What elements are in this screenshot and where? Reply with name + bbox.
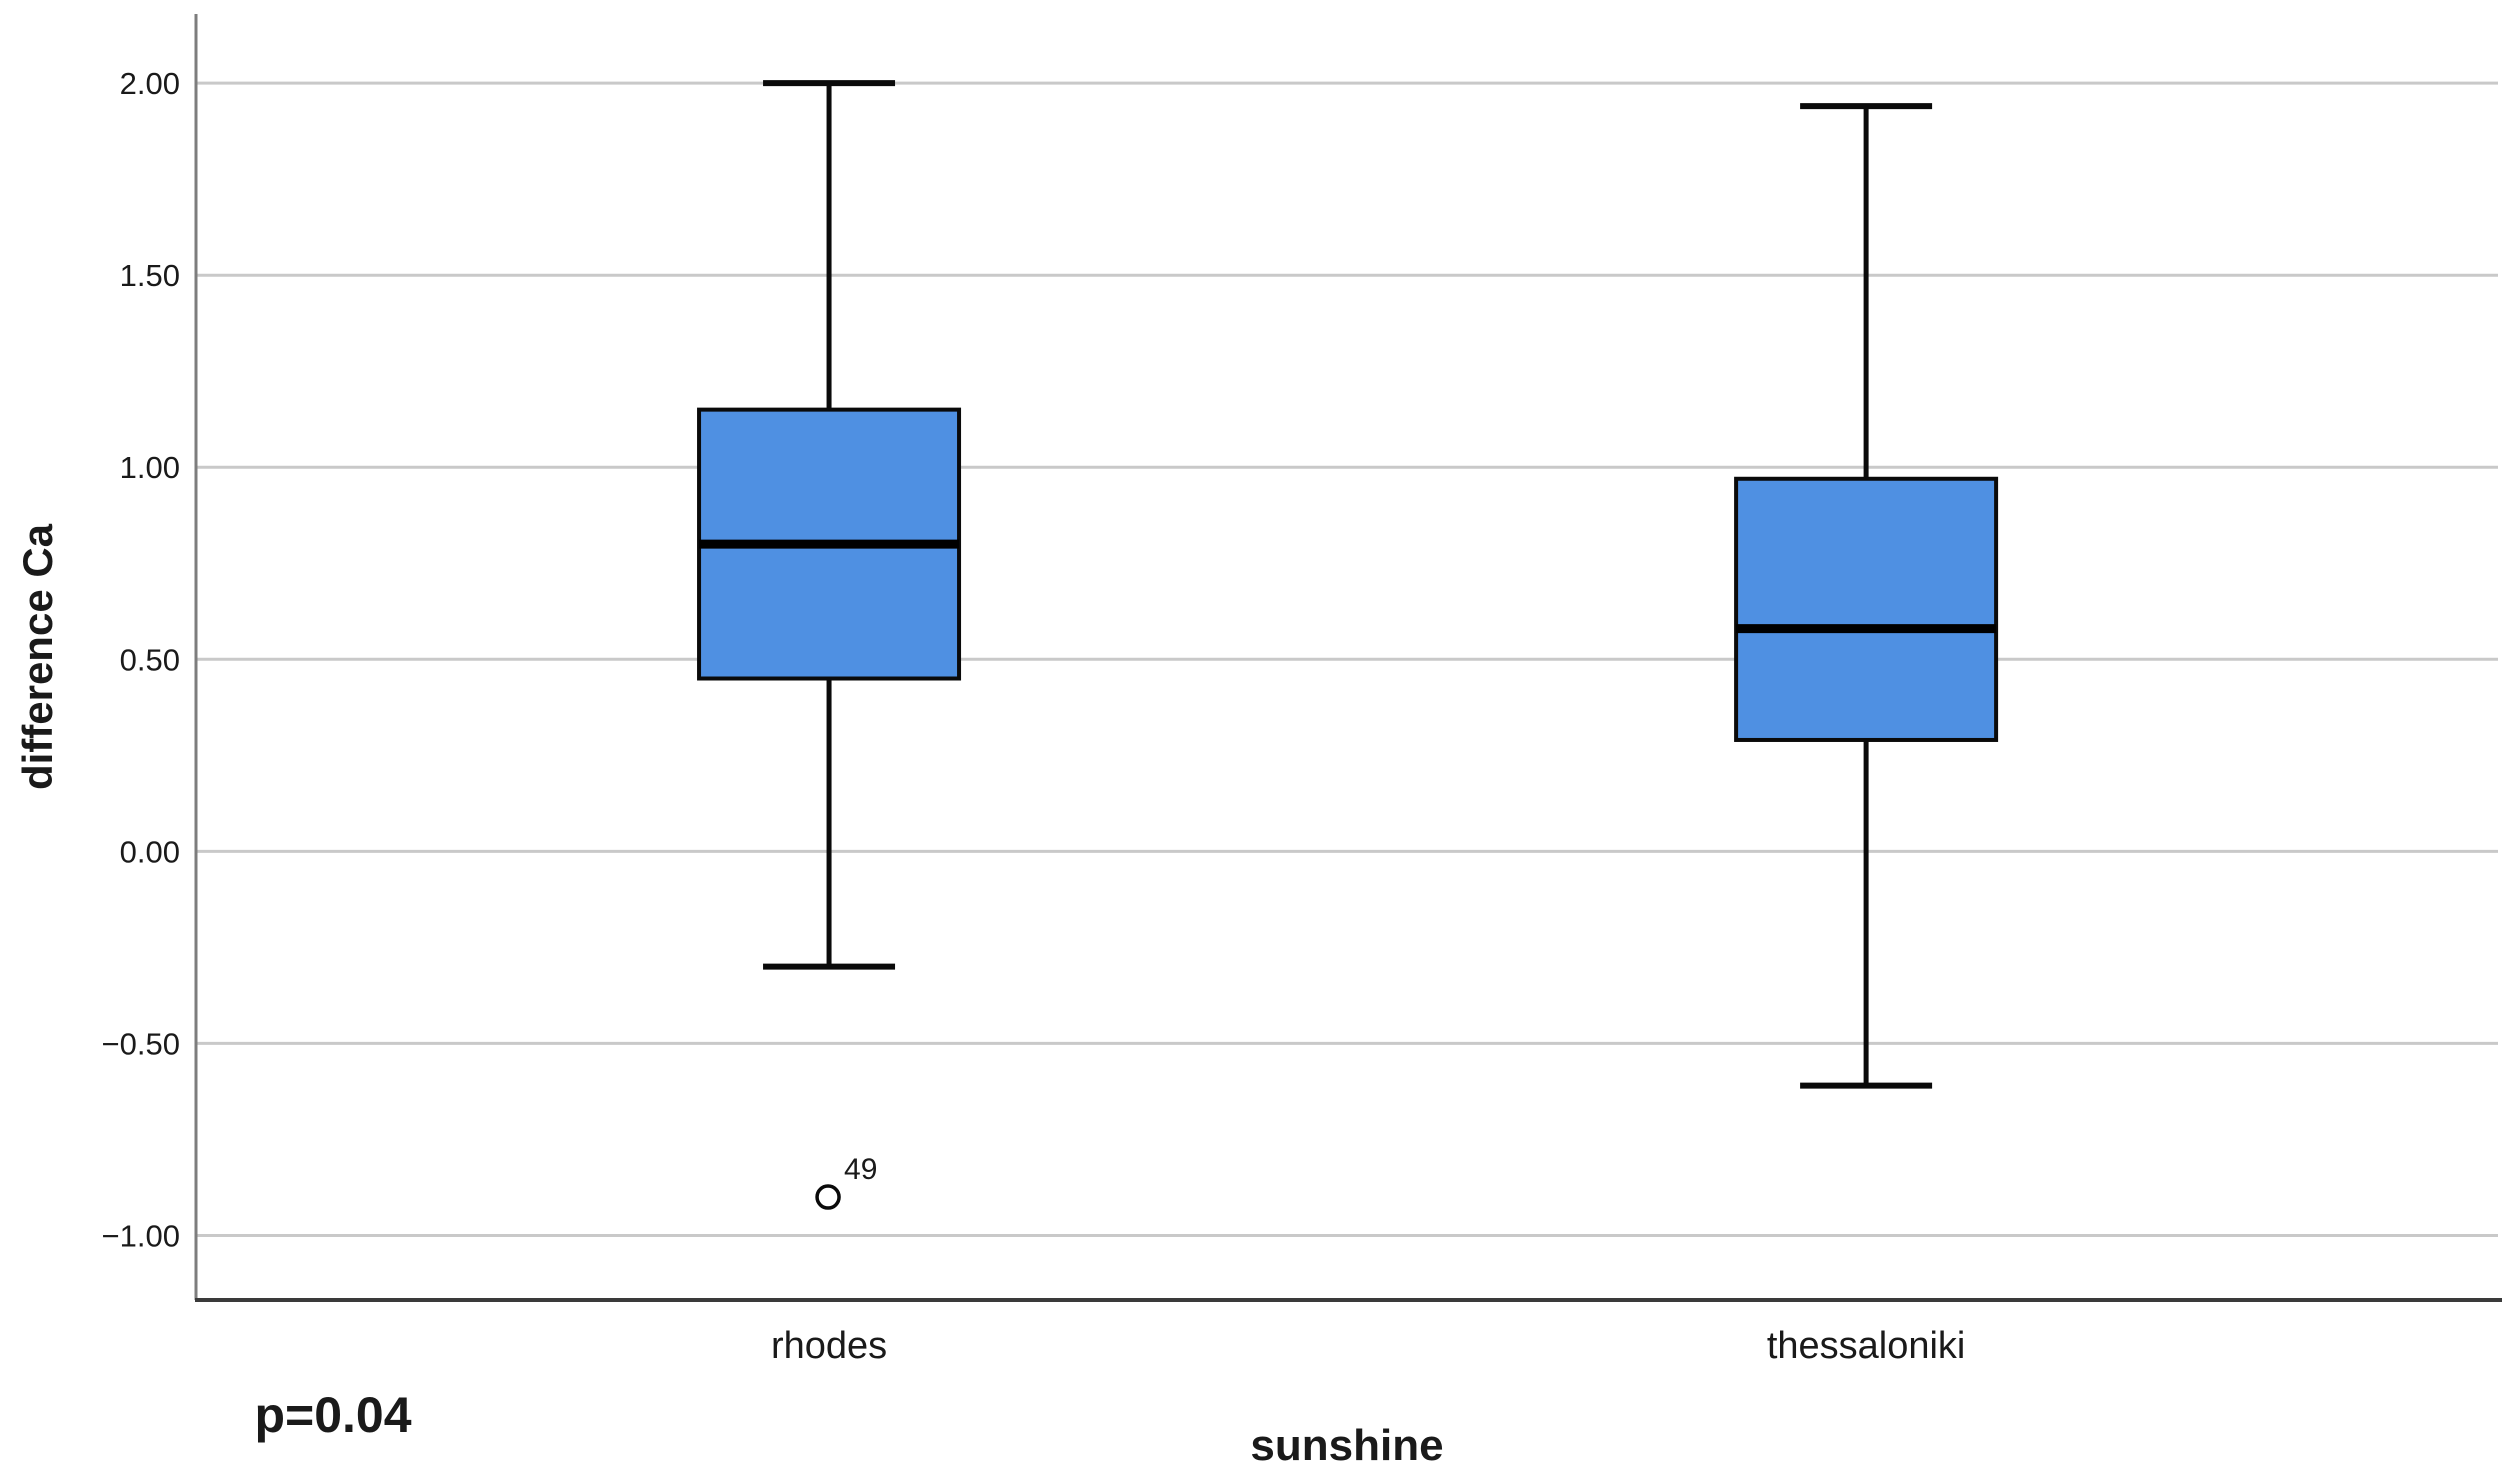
p-value-annotation: p=0.04 [254,1387,411,1443]
y-tick-label: 0.00 [120,834,180,869]
y-tick-label: 1.00 [120,450,180,485]
y-tick-label: 0.50 [120,642,180,677]
boxplot-rhodes: 49 [697,80,962,1210]
boxplots-layer: 49 [697,80,1999,1210]
boxplot-thessaloniki [1734,103,1999,1089]
x-axis-title: sunshine [1250,1421,1443,1470]
axes-layer [194,14,2502,1302]
tick-labels-layer: 2.00 1.50 1.00 0.50 0.00 −0.50 −1.00 rhodes thes… [102,66,1966,1367]
iqr-box [1734,476,1999,742]
y-tick-label: 1.50 [120,258,180,293]
y-tick-label: 2.00 [120,66,180,101]
gridlines-layer [196,81,2498,1237]
outlier-point [815,1184,841,1210]
y-tick-label: −0.50 [102,1026,180,1061]
y-tick-label: −1.00 [102,1218,180,1253]
y-axis-title: difference Ca [14,523,61,790]
category-label-rhodes: rhodes [771,1325,887,1367]
category-label-thessaloniki: thessaloniki [1767,1325,1966,1367]
outlier-label: 49 [844,1153,877,1186]
